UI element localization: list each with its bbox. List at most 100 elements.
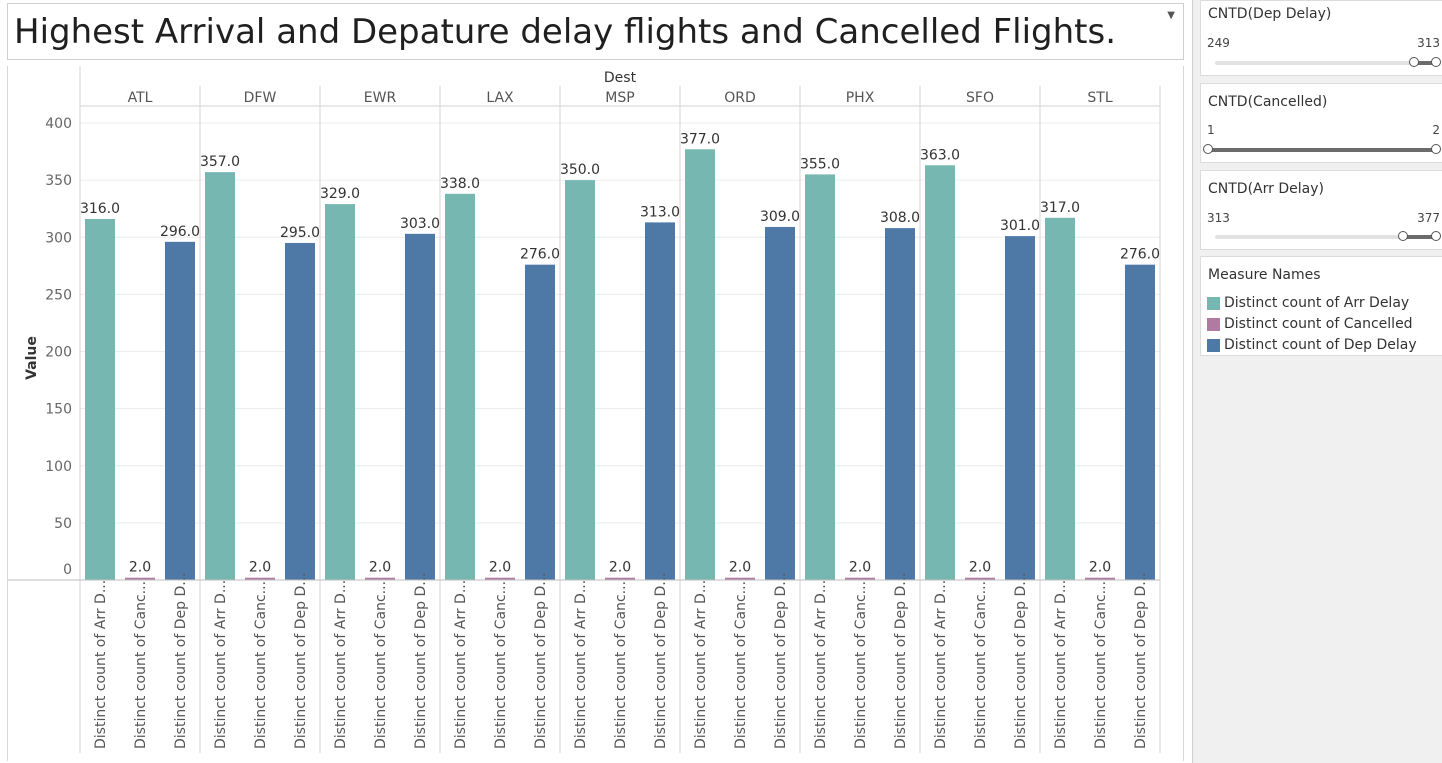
bar [885, 228, 915, 581]
bar [845, 577, 875, 580]
measure-tick-label: Distinct count of Canc... [973, 581, 989, 749]
y-tick-label: 50 [54, 516, 72, 532]
y-tick-label: 300 [45, 230, 72, 246]
data-label: 2.0 [609, 560, 631, 576]
filter-min-value: 1 [1207, 123, 1215, 137]
filter-max-value: 313 [1417, 36, 1440, 50]
bar [1085, 577, 1115, 580]
measure-tick-label: Distinct count of Canc... [853, 581, 869, 749]
category-label: ATL [128, 90, 153, 106]
data-label: 276.0 [520, 247, 560, 263]
measure-tick-label: Distinct count of Canc... [1093, 581, 1109, 749]
range-slider-min-handle[interactable] [1397, 231, 1408, 241]
bar [125, 577, 155, 580]
range-slider-max-handle[interactable] [1431, 57, 1441, 67]
bar [325, 204, 355, 580]
y-axis-title: Value [24, 336, 40, 380]
filter-max-value: 377 [1417, 211, 1440, 225]
filter-min-value: 313 [1207, 211, 1230, 225]
bar [445, 193, 475, 580]
range-slider-track[interactable] [1215, 231, 1441, 241]
range-slider-min-handle[interactable] [1408, 57, 1419, 67]
data-label: 2.0 [1089, 560, 1111, 576]
data-label: 355.0 [800, 156, 840, 172]
data-label: 338.0 [440, 176, 480, 192]
title-dropdown-icon[interactable]: ▼ [1167, 10, 1175, 21]
data-label: 2.0 [849, 560, 871, 576]
dashboard-title-box[interactable]: Highest Arrival and Depature delay fligh… [7, 3, 1184, 60]
data-label: 2.0 [729, 560, 751, 576]
category-label: SFO [966, 90, 994, 106]
bar [485, 577, 515, 580]
data-label: 2.0 [489, 560, 511, 576]
data-label: 350.0 [560, 162, 600, 178]
legend-swatch [1207, 339, 1220, 352]
range-slider-fill [1402, 235, 1436, 239]
range-slider-max-handle[interactable] [1431, 144, 1441, 154]
range-slider-min-handle[interactable] [1203, 144, 1213, 154]
measure-tick-label: Distinct count of Dep D... [413, 572, 429, 749]
filters-panel: CNTD(Dep Delay) 249 313 CNTD(Cancelled) … [1193, 0, 1442, 763]
y-tick-label: 150 [45, 402, 72, 418]
category-label: EWR [364, 90, 397, 106]
filter-max-value: 2 [1432, 123, 1440, 137]
bar [925, 165, 955, 580]
legend-title: Measure Names [1208, 267, 1321, 283]
bar [765, 226, 795, 580]
bar [525, 264, 555, 580]
filter-title: CNTD(Arr Delay) [1208, 181, 1324, 197]
range-slider-fill [1413, 61, 1436, 65]
filter-arr-delay: CNTD(Arr Delay) 313 377 [1200, 170, 1442, 250]
bar [685, 149, 715, 580]
y-tick-label: 400 [45, 116, 72, 132]
data-label: 276.0 [1120, 247, 1160, 263]
measure-tick-label: Distinct count of Dep D... [293, 572, 309, 749]
data-label: 309.0 [760, 209, 800, 225]
legend-label: Distinct count of Dep Delay [1224, 337, 1417, 353]
column-header-title: Dest [604, 70, 637, 86]
legend-swatch [1207, 297, 1220, 310]
filter-cancelled: CNTD(Cancelled) 1 2 [1200, 83, 1442, 163]
range-slider-track[interactable] [1203, 144, 1441, 154]
bar [405, 233, 435, 580]
bar [165, 241, 195, 580]
bar [1045, 217, 1075, 580]
bar [85, 218, 115, 580]
measure-tick-label: Distinct count of Canc... [253, 581, 269, 749]
measure-tick-label: Distinct count of Arr D... [453, 580, 469, 749]
bar [205, 172, 235, 580]
bar-chart: 0 50 100 150 200 250 300 350 400 Value Dest ATL 316.… [8, 66, 1161, 753]
y-tick-label: 250 [45, 287, 72, 303]
panel-divider [1192, 0, 1193, 763]
legend-label: Distinct count of Arr Delay [1224, 295, 1410, 311]
measure-tick-label: Distinct count of Canc... [613, 581, 629, 749]
data-label: 363.0 [920, 147, 960, 163]
range-slider-max-handle[interactable] [1431, 231, 1441, 241]
measure-tick-label: Distinct count of Dep D... [533, 572, 549, 749]
data-label: 308.0 [880, 210, 920, 226]
bar [965, 577, 995, 580]
data-label: 296.0 [160, 224, 200, 240]
legend: Measure Names Distinct count of Arr Dela… [1200, 256, 1442, 356]
data-label: 2.0 [369, 560, 391, 576]
data-label: 317.0 [1040, 200, 1080, 216]
y-tick-label: 350 [45, 173, 72, 189]
measure-tick-label: Distinct count of Dep D... [1133, 572, 1149, 749]
bar [365, 577, 395, 580]
range-slider-track[interactable] [1215, 57, 1441, 67]
bar [805, 174, 835, 580]
bar [245, 577, 275, 580]
chart-area: 0 50 100 150 200 250 300 350 400 Value Dest ATL 316.… [7, 66, 1184, 761]
measure-tick-label: Distinct count of Arr D... [933, 580, 949, 749]
y-tick-label: 0 [63, 562, 72, 578]
measure-tick-label: Distinct count of Arr D... [93, 580, 109, 749]
data-label: 329.0 [320, 186, 360, 202]
measure-tick-label: Distinct count of Arr D... [1053, 580, 1069, 749]
measure-tick-label: Distinct count of Dep D... [653, 572, 669, 749]
measure-tick-label: Distinct count of Arr D... [333, 580, 349, 749]
data-label: 313.0 [640, 204, 680, 220]
bar [285, 242, 315, 580]
bar [565, 180, 595, 580]
measure-tick-label: Distinct count of Arr D... [213, 580, 229, 749]
bar [725, 577, 755, 580]
